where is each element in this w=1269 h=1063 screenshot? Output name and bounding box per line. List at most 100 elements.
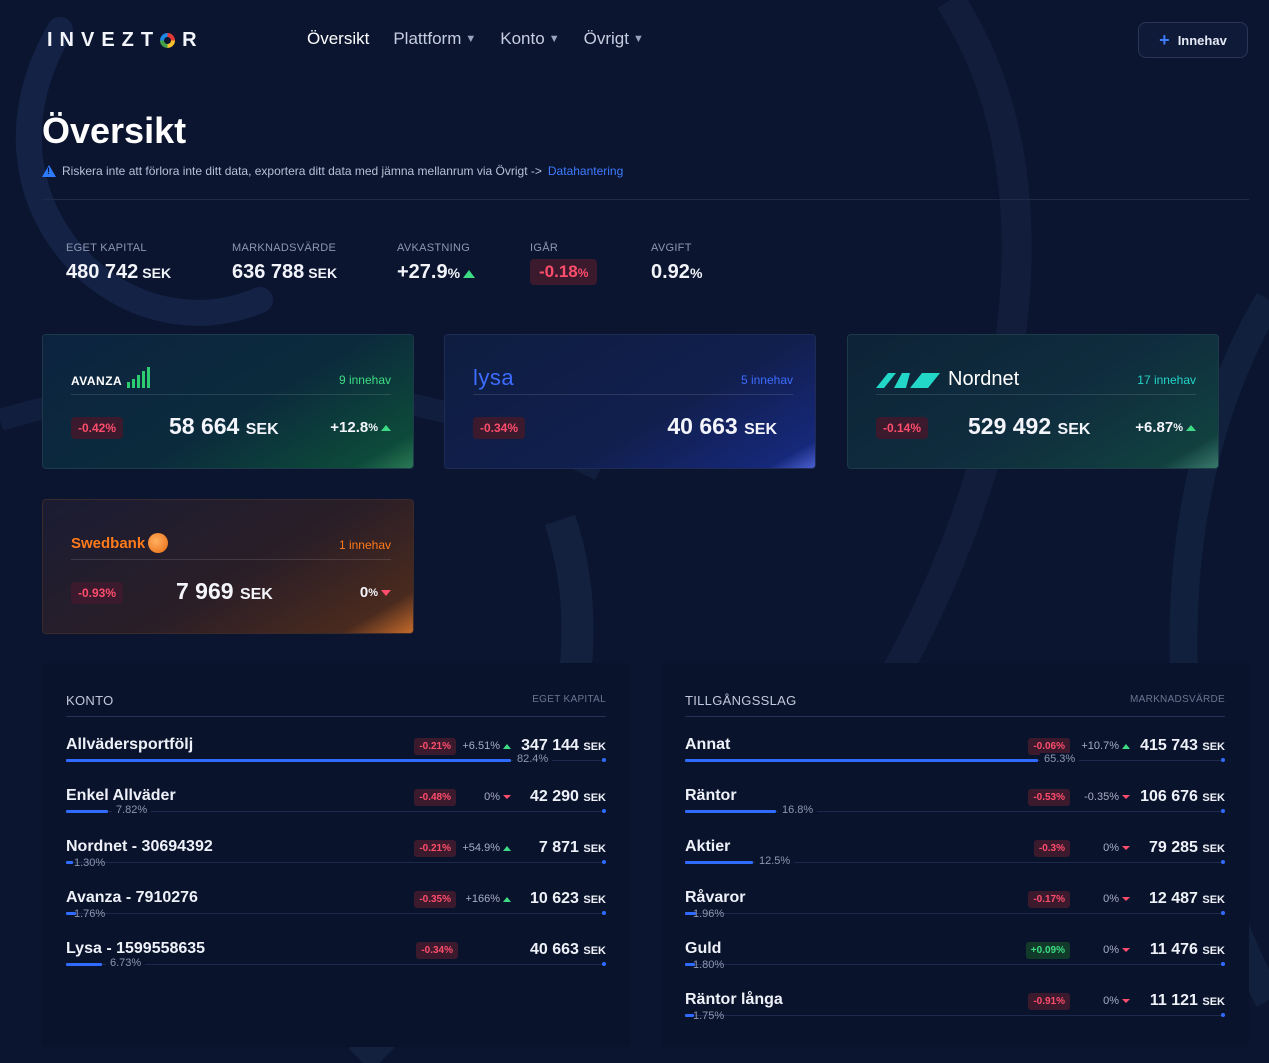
chevron-down-icon: ▼	[548, 33, 560, 45]
change-badge: -0.06%	[1028, 738, 1070, 755]
panel-title: TILLGÅNGSSLAG	[685, 693, 797, 708]
platform-card-lysa[interactable]: lysa 5 innehav -0.34% 40 663 SEK	[444, 334, 816, 469]
datahantering-link[interactable]: Datahantering	[547, 164, 624, 178]
row-value: 40 663 SEK	[529, 941, 606, 958]
list-item[interactable]: Lysa - 1599558635 40 663 SEK -0.34% 6.73%	[66, 940, 606, 991]
add-innehav-button[interactable]: + Innehav	[1138, 22, 1248, 58]
row-return: 0%	[484, 791, 511, 803]
arrow-up-icon	[503, 845, 511, 851]
list-item[interactable]: Räntor långa 11 121 SEK 0% -0.91% 1.75%	[685, 991, 1225, 1042]
arrow-down-icon	[1122, 846, 1130, 850]
platform-return: 0	[359, 584, 369, 601]
change-badge: -0.93%	[71, 582, 124, 604]
export-notice: Riskera inte att förlora inte ditt data,…	[42, 164, 623, 178]
share-percent: 65.3%	[1040, 753, 1080, 765]
list-item[interactable]: Guld 11 476 SEK 0% +0.09% 1.80%	[685, 940, 1225, 991]
list-item[interactable]: Allvädersportfölj 347 144 SEK +6.51% -0.21%…	[66, 736, 606, 787]
nav-konto[interactable]: Konto ▼	[500, 29, 560, 48]
stat-label: AVKASTNING	[397, 242, 471, 254]
track-end-dot	[602, 860, 606, 864]
notice-text: Riskera inte att förlora inte ditt data,…	[62, 164, 542, 178]
logo[interactable]: INVEZT R	[47, 29, 204, 52]
share-percent: 1.75%	[693, 1010, 725, 1022]
arrow-down-icon	[503, 795, 511, 799]
stat-avkastning: AVKASTNING +27.9%	[397, 242, 476, 284]
stat-value: -0.18	[539, 262, 578, 281]
holdings-count: 9 innehav	[338, 373, 391, 387]
platform-return-unit: %	[368, 421, 378, 434]
share-percent: 7.82%	[112, 804, 152, 816]
swedbank-logo: Swedbank	[71, 533, 169, 553]
row-value: 79 285 SEK	[1148, 839, 1225, 856]
list-item[interactable]: Enkel Allväder 42 290 SEK 0% -0.48% 7.82%	[66, 787, 606, 838]
top-header: INVEZT R Översikt Plattform ▼ Konto ▼ Övrig…	[0, 0, 1269, 80]
nav-plattform[interactable]: Plattform ▼	[393, 29, 477, 48]
plus-icon: +	[1159, 30, 1170, 50]
platform-unit: SEK	[1057, 421, 1091, 438]
change-badge: -0.14%	[876, 417, 929, 439]
lysa-logo: lysa	[473, 365, 515, 390]
change-badge: -0.21%	[414, 840, 456, 857]
logo-text: INVEZT	[47, 29, 161, 51]
row-return: 0%	[1103, 893, 1130, 905]
list-item[interactable]: Nordnet - 30694392 7 871 SEK +54.9% -0.21% 1…	[66, 838, 606, 889]
platform-card-avanza[interactable]: AVANZA 9 innehav -0.42% 58 664 SEK +12.8…	[42, 334, 414, 469]
row-return: +166%	[465, 893, 511, 905]
share-track	[685, 1015, 1225, 1016]
swedbank-coin-icon	[148, 533, 169, 553]
row-value: 11 121 SEK	[1149, 992, 1225, 1009]
share-bar	[685, 912, 696, 915]
platform-card-nordnet[interactable]: Nordnet 17 innehav -0.14% 529 492 SEK +6…	[847, 334, 1219, 469]
add-innehav-label: Innehav	[1177, 32, 1227, 48]
konto-panel: KONTO EGET KAPITAL Allvädersportfölj 347 …	[42, 663, 630, 1047]
share-percent: 1.96%	[693, 908, 725, 920]
list-item[interactable]: Avanza - 7910276 10 623 SEK +166% -0.35% 1.7…	[66, 889, 606, 940]
row-name: Guld	[685, 940, 722, 957]
share-bar	[66, 810, 108, 813]
stat-unit: %	[577, 266, 589, 280]
holdings-count: 17 innehav	[1137, 373, 1196, 387]
list-item[interactable]: Annat 415 743 SEK +10.7% -0.06% 65.3%	[685, 736, 1225, 787]
change-badge: -0.53%	[1028, 789, 1070, 806]
stat-label: EGET KAPITAL	[66, 242, 147, 254]
stat-unit: SEK	[308, 265, 338, 281]
chevron-down-icon: ▼	[632, 33, 644, 45]
row-name: Nordnet - 30694392	[66, 838, 213, 855]
panel-title: KONTO	[66, 693, 114, 708]
change-badge: -0.34%	[416, 942, 458, 959]
row-return: 0%	[1103, 944, 1130, 956]
share-percent: 12.5%	[755, 855, 795, 867]
share-bar	[685, 810, 776, 813]
share-bar	[66, 912, 76, 915]
change-badge: -0.17%	[1028, 891, 1070, 908]
holdings-count: 5 innehav	[740, 373, 793, 387]
arrow-up-icon	[463, 270, 476, 278]
row-value: 415 743 SEK	[1140, 737, 1225, 754]
share-percent: 1.76%	[74, 908, 106, 920]
arrow-down-icon	[1122, 795, 1130, 799]
share-track	[66, 913, 606, 914]
share-bar	[685, 759, 1038, 762]
platform-value: 58 664	[169, 413, 240, 439]
track-end-dot	[602, 911, 606, 915]
stat-marknadsvarde: MARKNADSVÄRDE 636 788 SEK	[232, 242, 337, 284]
track-end-dot	[1221, 1013, 1225, 1017]
platform-value: 7 969	[176, 578, 234, 604]
change-badge: -0.48%	[414, 789, 456, 806]
tillgangsslag-panel: TILLGÅNGSSLAG MARKNADSVÄRDE Annat 415 743…	[661, 663, 1249, 1047]
platform-unit: SEK	[239, 586, 273, 603]
platform-return: +6.87	[1135, 419, 1174, 436]
stat-igar: IGÅR -0.18%	[530, 242, 598, 285]
platform-return-unit: %	[368, 586, 378, 599]
list-item[interactable]: Räntor 106 676 SEK -0.35% -0.53% 16.8%	[685, 787, 1225, 838]
arrow-down-icon	[1122, 948, 1130, 952]
share-percent: 16.8%	[778, 804, 818, 816]
list-item[interactable]: Aktier 79 285 SEK 0% -0.3% 12.5%	[685, 838, 1225, 889]
list-item[interactable]: Råvaror 12 487 SEK 0% -0.17% 1.96%	[685, 889, 1225, 940]
platform-card-swedbank[interactable]: Swedbank 1 innehav -0.93% 7 969 SEK 0%	[42, 499, 414, 634]
share-bar	[66, 861, 73, 864]
stat-value: +27.9	[397, 261, 448, 283]
row-return: +54.9%	[462, 842, 511, 854]
nav-ovrigt[interactable]: Övrigt ▼	[583, 29, 644, 48]
nav-oversikt[interactable]: Översikt	[307, 29, 370, 48]
